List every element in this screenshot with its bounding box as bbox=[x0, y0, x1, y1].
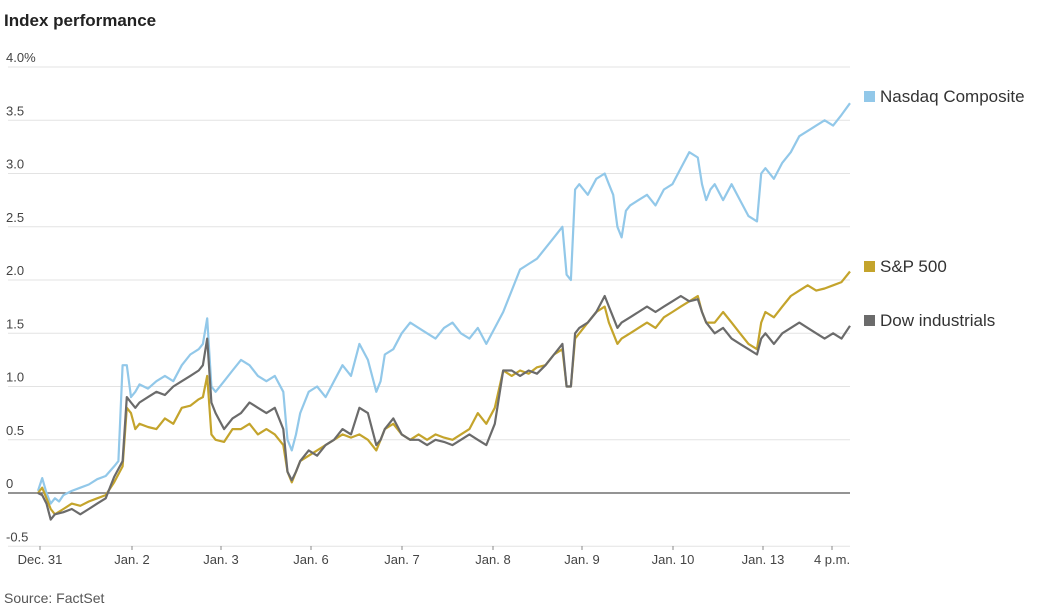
x-tick-label: Jan. 13 bbox=[742, 552, 785, 567]
chart-title: Index performance bbox=[4, 11, 156, 30]
legend-swatch bbox=[864, 261, 875, 272]
y-axis-ticks: 4.0% 3.5 3.0 2.5 2.0 1.5 1.0 0.5 0 -0.5 bbox=[6, 50, 36, 544]
legend-swatch bbox=[864, 91, 875, 102]
y-tick-label: 2.0 bbox=[6, 263, 24, 278]
y-tick-label: 0 bbox=[6, 476, 13, 491]
x-tick-label: Dec. 31 bbox=[18, 552, 63, 567]
source-note: Source: FactSet bbox=[4, 590, 104, 606]
y-tick-label: -0.5 bbox=[6, 529, 28, 544]
gridlines bbox=[8, 66, 850, 547]
series-lines bbox=[36, 102, 851, 521]
legend-label: S&P 500 bbox=[880, 257, 947, 276]
x-tick-label: Jan. 10 bbox=[652, 552, 695, 567]
x-axis-ticks: Dec. 31 Jan. 2 Jan. 3 Jan. 6 Jan. 7 Jan. 8 Jan… bbox=[18, 546, 850, 567]
x-tick-label: Jan. 3 bbox=[203, 552, 238, 567]
x-tick-label: Jan. 7 bbox=[384, 552, 419, 567]
y-tick-label: 1.5 bbox=[6, 316, 24, 331]
x-tick-label: Jan. 9 bbox=[564, 552, 599, 567]
y-tick-label: 2.5 bbox=[6, 210, 24, 225]
y-tick-label: 4.0% bbox=[6, 50, 36, 65]
x-tick-label: Jan. 6 bbox=[293, 552, 328, 567]
series-line-nasdaq-composite bbox=[36, 102, 851, 505]
series-line-dow-industrials bbox=[37, 294, 851, 521]
x-tick-label: 4 p.m. bbox=[814, 552, 850, 567]
legend-label: Nasdaq Composite bbox=[880, 87, 1025, 106]
y-tick-label: 0.5 bbox=[6, 423, 24, 438]
legend-label: Dow industrials bbox=[880, 311, 995, 330]
legend: Nasdaq Composite S&P 500 Dow industrials bbox=[864, 87, 1025, 330]
x-tick-label: Jan. 2 bbox=[114, 552, 149, 567]
y-tick-label: 1.0 bbox=[6, 370, 24, 385]
x-tick-label: Jan. 8 bbox=[475, 552, 510, 567]
y-tick-label: 3.0 bbox=[6, 157, 24, 172]
legend-swatch bbox=[864, 315, 875, 326]
y-tick-label: 3.5 bbox=[6, 103, 24, 118]
